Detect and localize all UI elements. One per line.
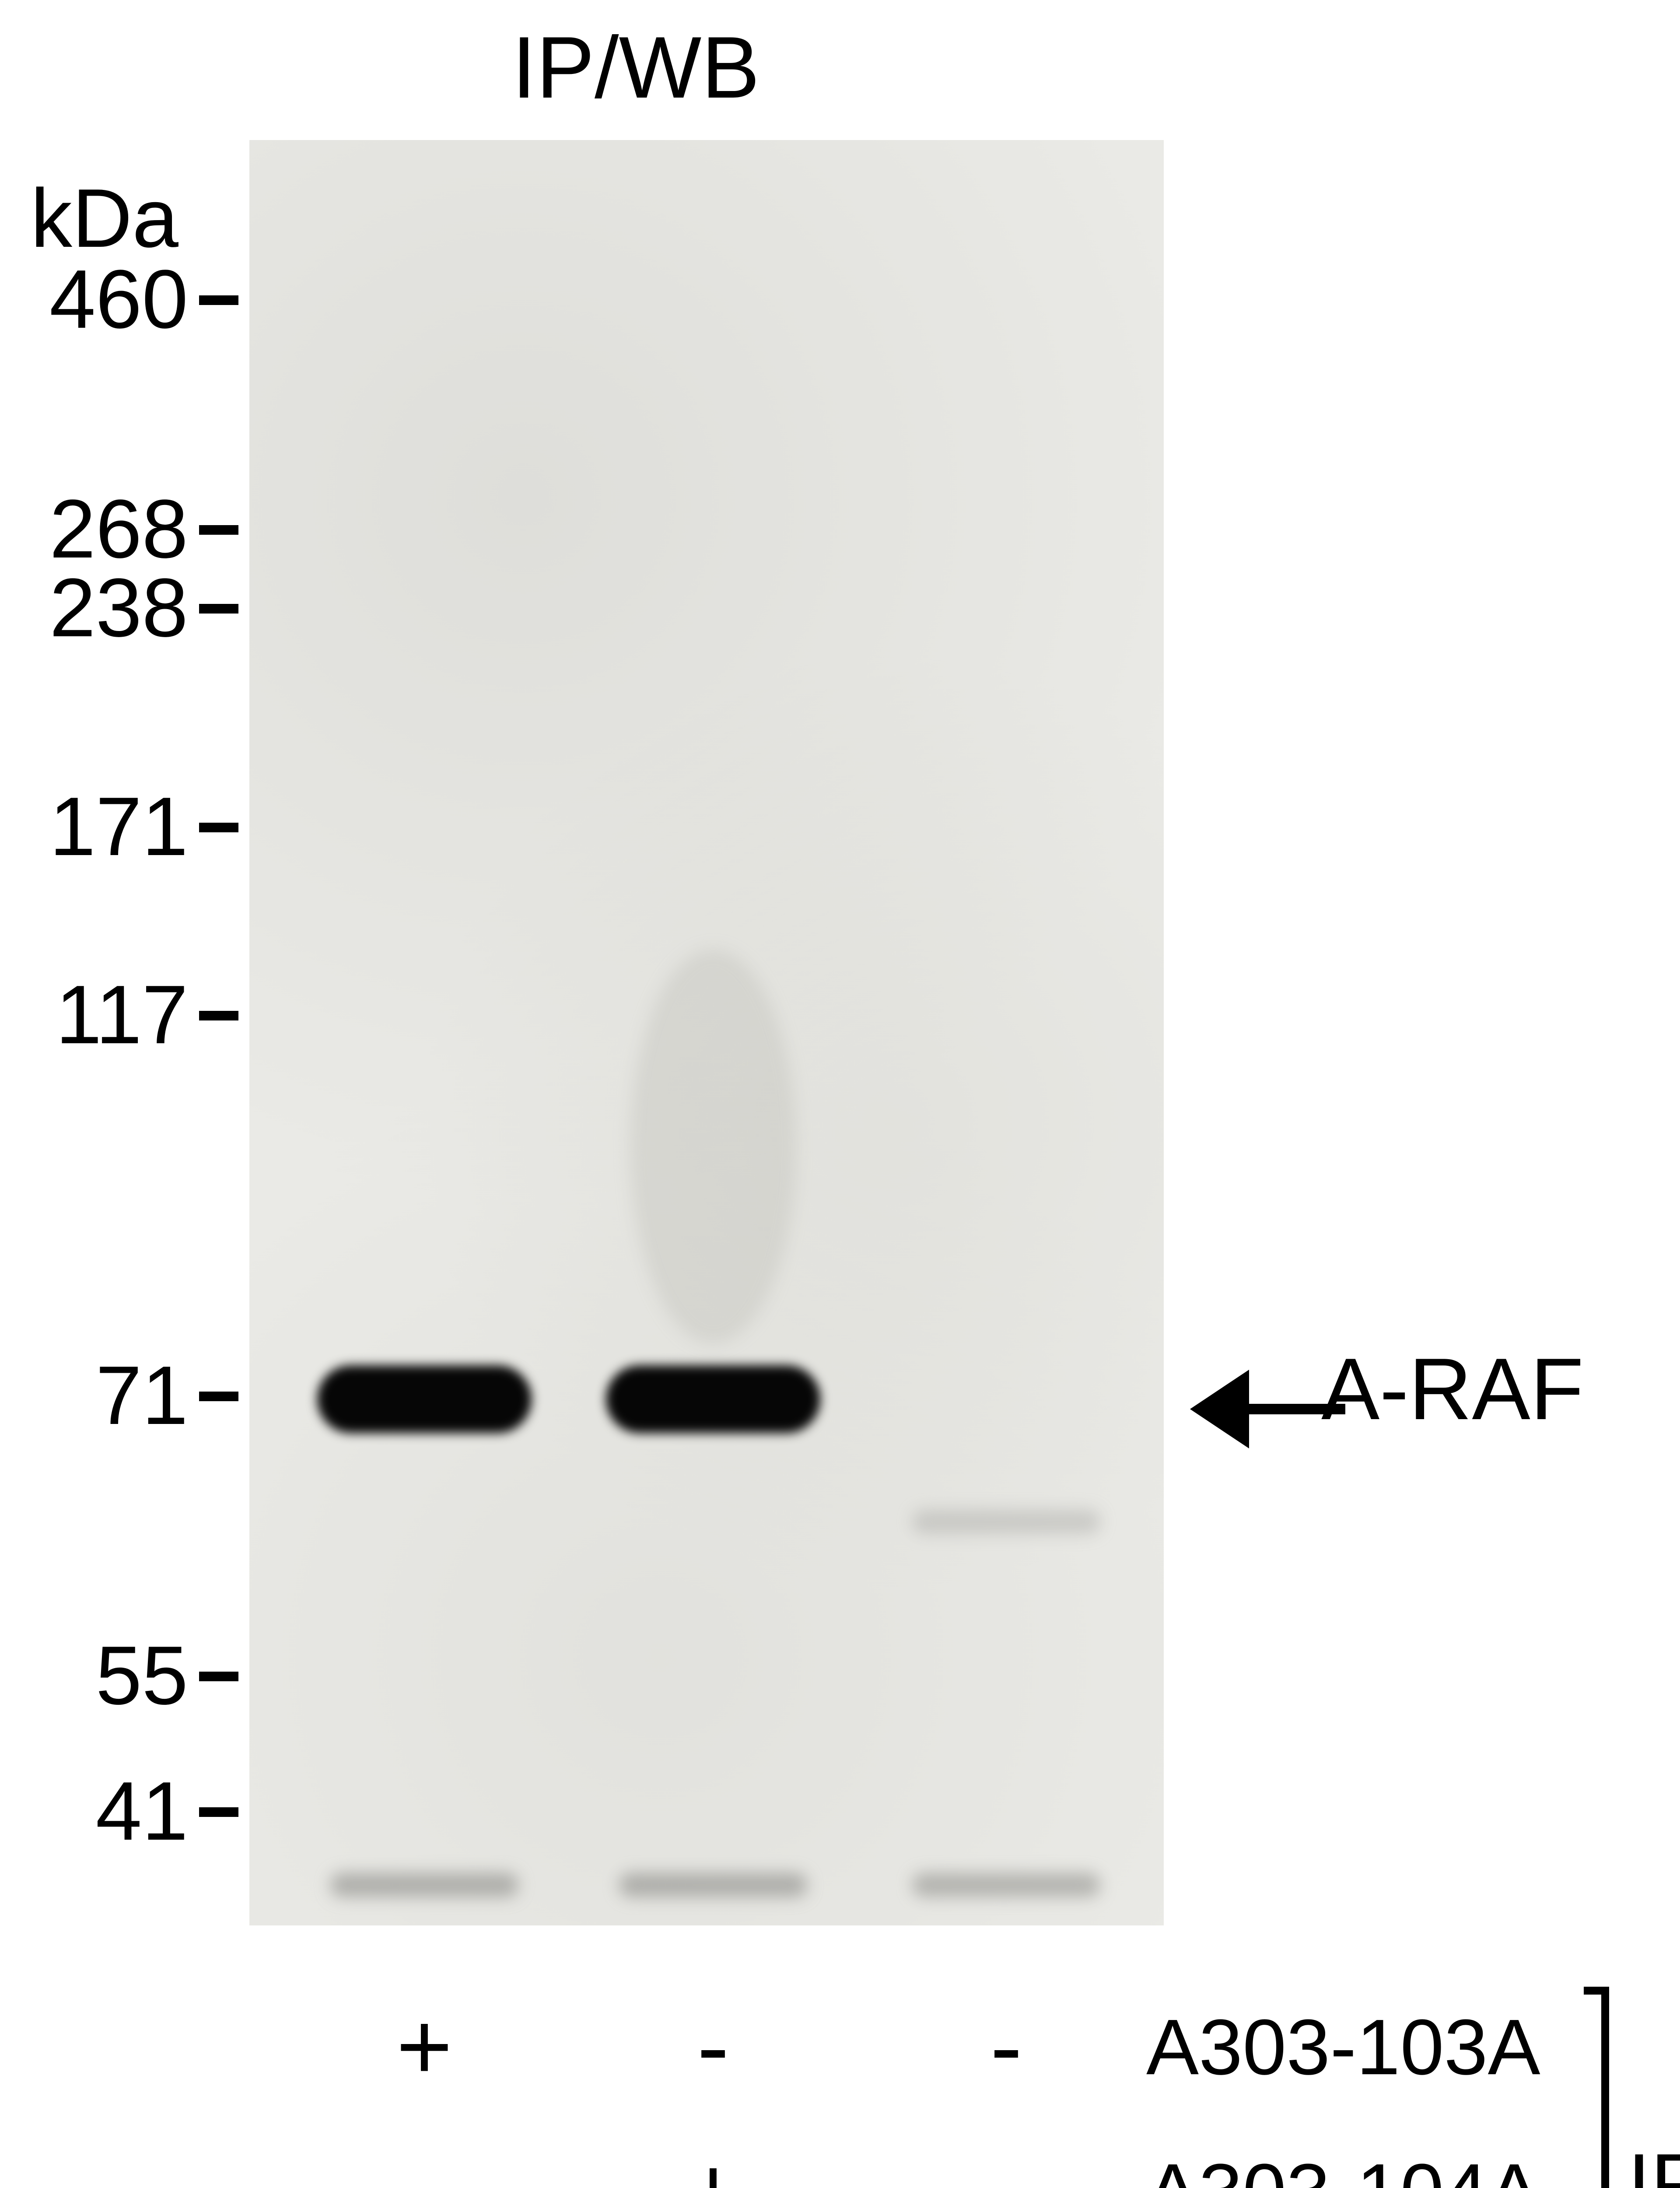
figure-title: IP/WB — [512, 18, 760, 118]
marker-tick-71 — [199, 1392, 238, 1401]
condition-r0-c1: - — [678, 1991, 748, 2102]
marker-238: 238 — [49, 560, 188, 656]
smear — [630, 950, 796, 1343]
marker-460: 460 — [49, 252, 188, 347]
condition-r1-c2: - — [971, 2135, 1041, 2188]
faint-band-0 — [330, 1873, 518, 1897]
araf-band-lane-2 — [606, 1365, 820, 1433]
marker-tick-460 — [199, 295, 238, 305]
ip-group-label: IP — [1628, 2135, 1680, 2188]
marker-71: 71 — [96, 1348, 188, 1443]
condition-r1-c0: - — [389, 2135, 459, 2188]
condition-r0-c2: - — [971, 1991, 1041, 2102]
marker-tick-238 — [199, 604, 238, 614]
marker-tick-171 — [199, 823, 238, 832]
marker-tick-268 — [199, 525, 238, 535]
condition-r1-c1: + — [678, 2135, 748, 2188]
faint-band-1 — [619, 1873, 807, 1897]
marker-41: 41 — [96, 1764, 188, 1859]
arrow-head-icon — [1190, 1370, 1249, 1448]
marker-tick-55 — [199, 1672, 238, 1681]
marker-55: 55 — [96, 1628, 188, 1723]
blot-membrane — [249, 140, 1164, 1925]
antibody-label-1: A303-104A — [1146, 2146, 1540, 2188]
ip-bracket — [1601, 1987, 1609, 2188]
araf-band-lane-1 — [317, 1365, 532, 1433]
condition-r0-c0: + — [389, 1991, 459, 2102]
western-blot-figure: IP/WB kDa 460268238171117715541 A-RAF +-… — [0, 0, 1680, 2188]
marker-tick-41 — [199, 1807, 238, 1817]
faint-band-3 — [912, 1510, 1100, 1534]
faint-band-2 — [912, 1873, 1100, 1897]
marker-117: 117 — [56, 967, 188, 1062]
marker-tick-117 — [199, 1011, 238, 1020]
bracket-tick-top — [1584, 1987, 1601, 1995]
marker-171: 171 — [49, 779, 188, 874]
antibody-label-0: A303-103A — [1146, 2002, 1540, 2093]
target-protein-label: A-RAF — [1321, 1339, 1584, 1440]
